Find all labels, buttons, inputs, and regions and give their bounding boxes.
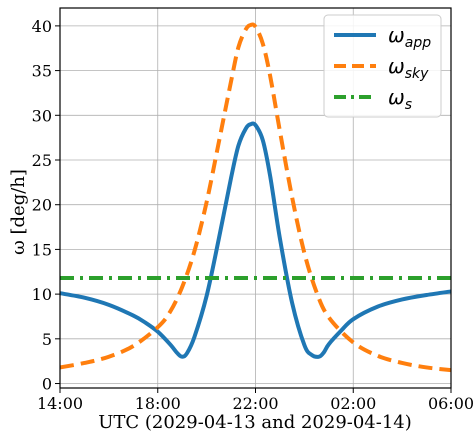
x-tick-label: 14:00 [37,394,83,413]
y-tick-label: 30 [32,106,52,125]
y-tick-label: 25 [32,151,52,170]
x-axis-label: UTC (2029-04-13 and 2029-04-14) [98,412,412,433]
y-tick-label: 40 [32,17,52,36]
legend-label-app: ωapp [388,23,431,51]
x-tick-label: 06:00 [428,394,474,413]
legend-box [323,14,442,118]
x-tick-label: 18:00 [135,394,181,413]
series-line-app [59,121,452,359]
legend-label-s: ωs [388,85,412,113]
y-tick-label: 15 [32,240,52,259]
y-tick-label: 10 [32,285,52,304]
series-group [59,22,452,373]
legend-label-sky: ωsky [388,54,429,82]
y-tick-label: 20 [32,196,52,215]
series-line-sky [59,22,452,373]
y-tick-label: 0 [42,375,52,394]
y-tick-label: 35 [32,62,52,81]
ticks-group: 0 5 10 15 20 25 30 35 40 14:00 18:00 22:00 02:00 06:0… [32,17,474,413]
x-tick-label: 22:00 [232,394,278,413]
x-tick-label: 02:00 [330,394,376,413]
y-axis-label: ω [deg/h] [8,169,29,255]
y-tick-label: 5 [42,330,52,349]
legend: ωapp ωsky ωs [323,14,442,118]
